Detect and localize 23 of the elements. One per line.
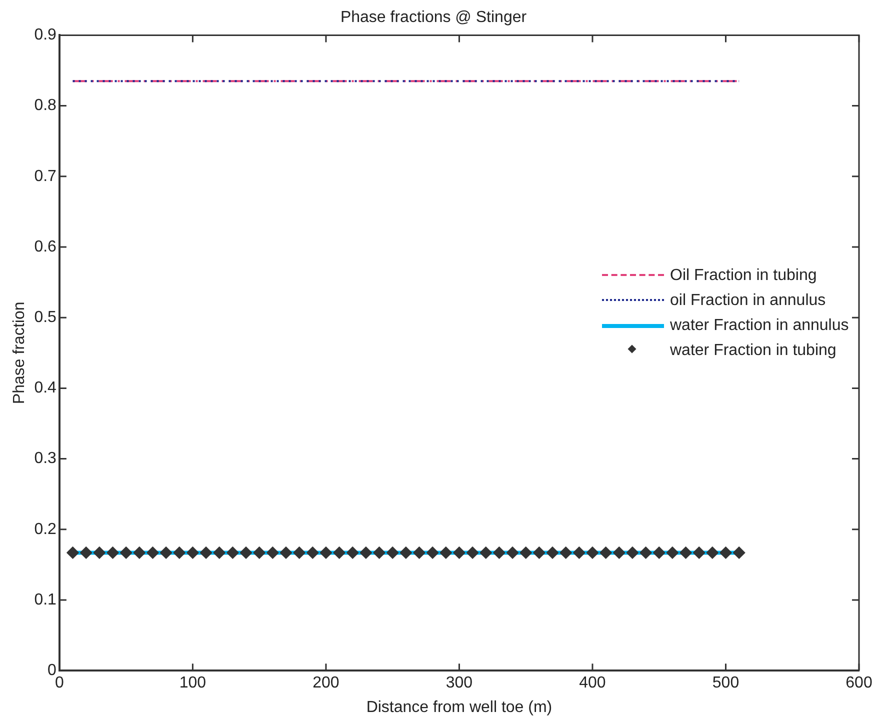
x-tick-label: 600 — [846, 674, 872, 692]
y-tick-label: 0.4 — [34, 380, 57, 397]
y-tick-label: 0.7 — [34, 168, 57, 185]
legend-label: Oil Fraction in tubing — [670, 266, 817, 286]
x-tick-label: 200 — [312, 674, 340, 692]
y-tick-label: 0.3 — [34, 450, 57, 468]
x-tick-label: 500 — [712, 674, 740, 692]
legend-label: oil Fraction in annulus — [670, 290, 826, 311]
legend-label: water Fraction in annulus — [670, 316, 849, 336]
x-axis-title: Distance from well toe (m) — [366, 698, 552, 716]
y-tick-label: 0.5 — [34, 309, 57, 326]
y-tick-label: 0.9 — [34, 26, 57, 44]
x-tick-label: 400 — [579, 674, 606, 692]
y-tick-label: 0.2 — [34, 520, 57, 538]
y-tick-label: 0 — [48, 662, 57, 680]
x-tick-label: 300 — [446, 674, 473, 692]
chart-title: Phase fractions @ Stinger — [340, 9, 528, 26]
y-axis-title: Phase fraction — [11, 302, 28, 404]
y-tick-label: 0.1 — [34, 591, 57, 608]
legend-label: water Fraction in tubing — [670, 340, 836, 361]
y-tick-label: 0.6 — [34, 238, 57, 256]
x-tick-label: 100 — [179, 674, 206, 692]
y-tick-label: 0.8 — [34, 97, 57, 114]
